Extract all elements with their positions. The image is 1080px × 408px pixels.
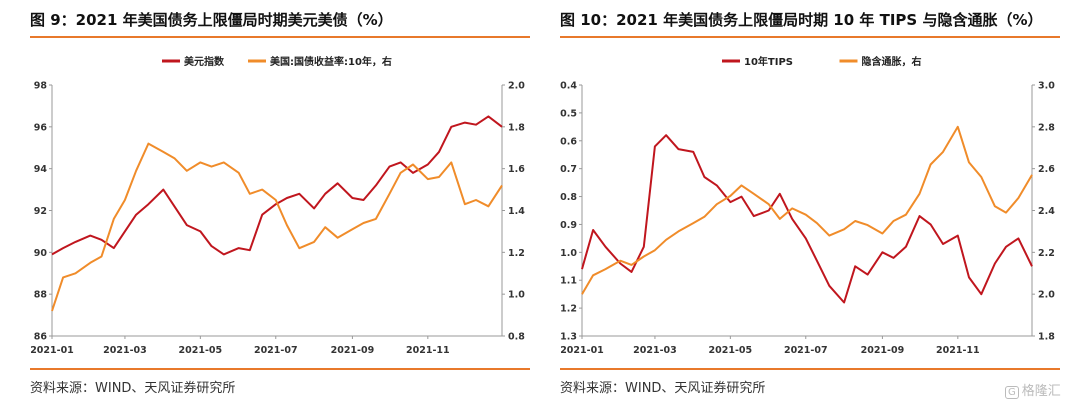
tips-breakeven-chart: -1.3 -1.2 -1.1 -1.0 -0.9 -0.8 -0.7 -0.6 -0.5 -0.4… xyxy=(560,55,1055,356)
x-tick-label: 2021-03 xyxy=(633,345,677,356)
y-right-tick-label: 2.8 xyxy=(1038,122,1055,133)
y-left-tick-label: 88 xyxy=(34,290,48,301)
x-tick-label: 2021-05 xyxy=(709,345,753,356)
y-right-tick-label: 1.8 xyxy=(1038,332,1055,343)
y-right-tick-label: 2.2 xyxy=(1038,248,1055,259)
watermark-logo-icon: G xyxy=(1005,386,1019,399)
y-right-tick-label: 1.4 xyxy=(508,206,525,217)
y-left-tick-label: -0.6 xyxy=(560,136,577,147)
x-tick-label: 2021-09 xyxy=(861,345,905,356)
legend-label: 隐含通胀，右 xyxy=(862,55,922,68)
legend-label: 10年TIPS xyxy=(744,55,793,68)
title-divider xyxy=(560,36,1060,38)
x-tick-label: 2021-03 xyxy=(103,345,147,356)
source-note: 资料来源：WIND、天风证券研究所 xyxy=(560,381,766,396)
x-tick-label: 2021-05 xyxy=(179,345,223,356)
source-divider xyxy=(560,368,1060,370)
figure-title: 图 10：2021 年美国债务上限僵局时期 10 年 TIPS 与隐含通胀（%） xyxy=(560,11,1043,29)
legend-label: 美元指数 xyxy=(184,55,225,68)
y-left-tick-label: -0.9 xyxy=(560,220,577,231)
y-right-tick-label: 2.6 xyxy=(1038,164,1055,175)
x-tick-label: 2021-07 xyxy=(254,345,298,356)
y-left-tick-label: 96 xyxy=(34,122,48,133)
source-divider xyxy=(30,368,530,370)
x-tick-label: 2021-11 xyxy=(936,345,980,356)
y-right-tick-label: 1.8 xyxy=(508,122,525,133)
x-tick-label: 2021-01 xyxy=(560,345,604,356)
source-note: 资料来源：WIND、天风证券研究所 xyxy=(30,381,236,396)
x-tick-label: 2021-07 xyxy=(784,345,828,356)
y-left-tick-label: -1.1 xyxy=(560,276,577,287)
y-left-tick-label: 90 xyxy=(34,248,48,259)
y-left-tick-label: 92 xyxy=(34,206,47,217)
y-left-tick-label: -0.5 xyxy=(560,108,577,119)
x-tick-label: 2021-01 xyxy=(30,345,74,356)
y-right-tick-label: 3.0 xyxy=(1038,81,1055,92)
watermark-text: 格隆汇 xyxy=(1021,384,1061,399)
title-divider xyxy=(30,36,530,38)
series-line-2 xyxy=(51,142,503,312)
y-right-tick-label: 2.0 xyxy=(508,81,525,92)
legend: 美元指数 美国:国债收益率:10年，右 xyxy=(162,55,392,68)
series-line-2 xyxy=(581,125,1033,295)
series-line-1 xyxy=(581,134,1033,304)
y-left-tick-label: -1.0 xyxy=(560,248,577,259)
y-left-tick-label: -1.2 xyxy=(560,304,577,315)
dxy-treasury-chart: 86 88 90 92 94 96 98 0.8 1.0 1.2 1.4 1.6 1.8 2.0 2021-… xyxy=(30,55,525,356)
y-right-tick-label: 0.8 xyxy=(508,332,525,343)
watermark: G 格隆汇 xyxy=(1005,380,1061,399)
y-right-tick-label: 1.6 xyxy=(508,164,525,175)
x-tick-label: 2021-09 xyxy=(331,345,375,356)
y-left-tick-label: 86 xyxy=(34,332,48,343)
legend-label: 美国:国债收益率:10年，右 xyxy=(270,55,392,68)
y-right-tick-label: 1.2 xyxy=(508,248,525,259)
y-right-tick-label: 1.0 xyxy=(508,290,525,301)
series-line-1 xyxy=(51,115,503,256)
figure-panel-right: 图 10：2021 年美国债务上限僵局时期 10 年 TIPS 与隐含通胀（%）… xyxy=(560,0,1060,408)
y-left-tick-label: -1.3 xyxy=(560,332,577,343)
x-tick-label: 2021-11 xyxy=(406,345,450,356)
figure-title: 图 9：2021 年美国债务上限僵局时期美元美债（%） xyxy=(30,11,393,29)
y-right-tick-label: 2.4 xyxy=(1038,206,1055,217)
legend: 10年TIPS 隐含通胀，右 xyxy=(722,55,922,68)
y-left-tick-label: 98 xyxy=(34,81,48,92)
figure-panel-left: 图 9：2021 年美国债务上限僵局时期美元美债（%） 86 88 90 92 94 96… xyxy=(30,0,530,408)
y-left-tick-label: -0.4 xyxy=(560,81,577,92)
y-left-tick-label: -0.8 xyxy=(560,192,577,203)
y-left-tick-label: -0.7 xyxy=(560,164,577,175)
y-left-tick-label: 94 xyxy=(34,164,48,175)
y-right-tick-label: 2.0 xyxy=(1038,290,1055,301)
